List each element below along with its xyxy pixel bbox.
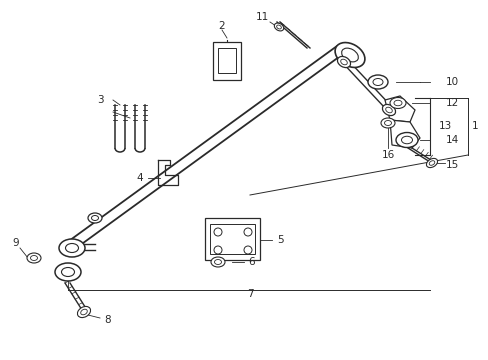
Ellipse shape <box>428 161 434 165</box>
Ellipse shape <box>61 267 74 276</box>
Ellipse shape <box>27 253 41 263</box>
Bar <box>213 42 241 80</box>
Circle shape <box>214 228 222 236</box>
Ellipse shape <box>276 25 281 29</box>
Text: 10: 10 <box>445 77 458 87</box>
Ellipse shape <box>389 98 405 108</box>
Ellipse shape <box>337 57 350 68</box>
Text: 3: 3 <box>97 95 103 105</box>
Circle shape <box>244 246 251 254</box>
Bar <box>218 48 236 73</box>
Ellipse shape <box>77 306 90 318</box>
Ellipse shape <box>55 263 81 281</box>
Text: 2: 2 <box>218 21 225 31</box>
Bar <box>209 224 254 254</box>
Ellipse shape <box>81 309 87 315</box>
Text: 16: 16 <box>381 150 394 160</box>
Ellipse shape <box>385 107 391 113</box>
Ellipse shape <box>426 158 437 168</box>
Text: 5: 5 <box>276 235 283 245</box>
Text: 4: 4 <box>137 173 143 183</box>
Text: 11: 11 <box>255 12 268 22</box>
Ellipse shape <box>340 59 346 65</box>
Ellipse shape <box>367 75 387 89</box>
Ellipse shape <box>274 23 283 31</box>
Ellipse shape <box>401 136 412 144</box>
Ellipse shape <box>59 239 85 257</box>
Ellipse shape <box>91 216 98 220</box>
Text: 9: 9 <box>13 238 19 248</box>
Text: 13: 13 <box>437 121 451 131</box>
Ellipse shape <box>30 256 38 261</box>
Ellipse shape <box>88 213 102 223</box>
Ellipse shape <box>372 78 382 86</box>
Ellipse shape <box>210 257 224 267</box>
Polygon shape <box>384 96 414 122</box>
Ellipse shape <box>384 121 391 126</box>
Ellipse shape <box>382 104 395 116</box>
Ellipse shape <box>341 48 358 62</box>
Bar <box>204 218 260 260</box>
Text: 6: 6 <box>248 257 255 267</box>
Ellipse shape <box>65 243 79 252</box>
Text: 7: 7 <box>246 289 253 299</box>
Text: 15: 15 <box>445 160 458 170</box>
Ellipse shape <box>393 100 401 106</box>
Ellipse shape <box>395 132 417 148</box>
Ellipse shape <box>334 42 364 67</box>
Ellipse shape <box>380 118 394 128</box>
Circle shape <box>244 228 251 236</box>
Polygon shape <box>389 120 419 148</box>
Ellipse shape <box>214 260 221 265</box>
Text: 14: 14 <box>445 135 458 145</box>
Circle shape <box>214 246 222 254</box>
Text: 8: 8 <box>104 315 111 325</box>
Text: 1: 1 <box>471 121 478 131</box>
Text: 12: 12 <box>445 98 458 108</box>
